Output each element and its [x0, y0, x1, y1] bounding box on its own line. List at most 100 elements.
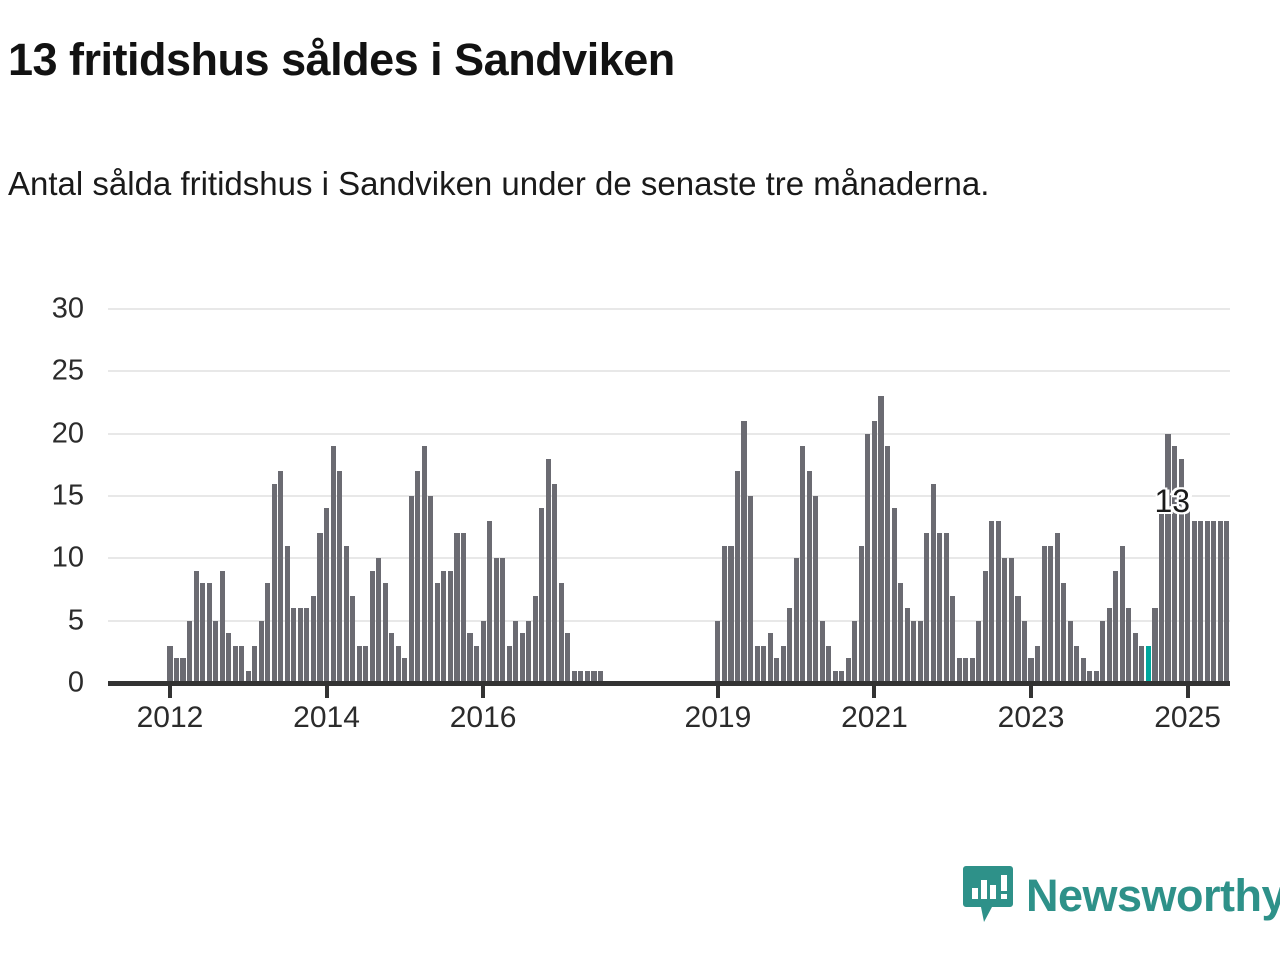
bar — [1185, 508, 1191, 683]
bar — [930, 483, 936, 683]
bar — [1002, 558, 1008, 683]
y-axis-tick-label: 0 — [67, 666, 84, 699]
bar — [1152, 608, 1158, 683]
x-axis-tick — [1185, 681, 1190, 698]
bar — [330, 446, 336, 683]
x-axis-tick — [715, 681, 720, 698]
bar — [506, 645, 512, 683]
bar — [793, 558, 799, 683]
bar — [474, 645, 480, 683]
y-axis-tick-label: 20 — [51, 417, 84, 450]
bar — [1087, 670, 1093, 683]
bar — [1172, 446, 1178, 683]
bar — [558, 583, 564, 683]
bar — [441, 570, 447, 683]
bar — [500, 558, 506, 683]
bar — [219, 570, 225, 683]
bar — [911, 620, 917, 683]
bar — [539, 508, 545, 683]
x-axis-tick-label: 2012 — [136, 701, 204, 734]
bar — [265, 583, 271, 683]
bar — [728, 545, 734, 683]
bar — [780, 645, 786, 683]
bar — [995, 520, 1001, 683]
bar — [858, 545, 864, 683]
x-axis-tick — [481, 681, 486, 698]
bar-chart: 0 5 10 15 20 25 30 2012 2014 2016 2019 2021 2023 202… — [0, 290, 1280, 760]
bar — [565, 633, 571, 683]
bar — [513, 620, 519, 683]
bar — [1119, 545, 1125, 683]
bar — [943, 533, 949, 683]
x-axis-tick-label: 2021 — [841, 701, 908, 734]
bar — [421, 446, 427, 683]
bar — [526, 620, 532, 683]
bar — [1158, 508, 1165, 683]
bar — [186, 620, 193, 683]
gridline — [108, 432, 1230, 435]
highlighted-value-label: 13 — [1154, 482, 1191, 519]
bar — [402, 658, 408, 683]
bar — [937, 533, 943, 683]
bar — [239, 645, 245, 683]
bar — [1008, 558, 1014, 683]
bar — [956, 658, 962, 683]
bar — [200, 583, 206, 683]
bar — [245, 670, 251, 683]
bar — [343, 545, 349, 683]
bar — [552, 483, 558, 683]
bar — [591, 670, 597, 683]
bar — [741, 421, 747, 683]
bar — [826, 645, 832, 683]
bar — [865, 433, 871, 683]
bar — [976, 620, 982, 683]
bar — [493, 558, 499, 683]
bar — [1093, 670, 1099, 683]
bar — [1054, 533, 1060, 683]
x-axis-tick — [167, 681, 172, 698]
bar — [571, 670, 577, 683]
bar — [989, 520, 995, 683]
bar — [1191, 520, 1197, 683]
bar — [839, 670, 845, 683]
bar — [173, 658, 180, 683]
bar — [578, 670, 584, 683]
bar — [278, 471, 284, 683]
bar — [715, 620, 721, 683]
bar — [1204, 520, 1210, 683]
bar — [845, 658, 851, 683]
bar — [1198, 520, 1204, 683]
bar — [447, 570, 453, 683]
x-axis-tick-label: 2019 — [684, 701, 752, 734]
bar — [434, 583, 440, 683]
gridline — [108, 619, 1230, 622]
newsworthy-logo[interactable]: Newsworthy — [962, 864, 1280, 926]
bar — [982, 570, 988, 683]
bar — [969, 658, 975, 683]
x-axis-tick — [324, 681, 329, 698]
bar — [232, 645, 238, 683]
bar — [871, 421, 878, 683]
x-axis-tick-label: 2016 — [449, 701, 517, 734]
bar — [734, 471, 741, 683]
page-subtitle: Antal sålda fritidshus i Sandviken under… — [8, 165, 990, 202]
bar — [597, 670, 604, 683]
bar — [1126, 608, 1132, 683]
bar — [323, 508, 330, 683]
bar — [1035, 645, 1041, 683]
bar — [415, 471, 421, 683]
bar — [819, 620, 825, 683]
bar — [213, 620, 219, 683]
y-axis-labels: 0 5 10 15 20 25 30 — [10, 294, 84, 697]
bar — [271, 483, 277, 683]
bar — [376, 558, 382, 683]
logo-wordmark: Newsworthy — [1026, 869, 1280, 921]
bar — [167, 645, 173, 683]
bar — [226, 633, 232, 683]
bar — [382, 583, 388, 683]
y-axis-tick-label: 10 — [51, 541, 84, 574]
bar — [460, 533, 467, 683]
newsworthy-bar-chart-bubble-icon — [962, 864, 1014, 926]
bar — [252, 645, 258, 683]
x-axis-tick-label: 2014 — [293, 701, 360, 734]
